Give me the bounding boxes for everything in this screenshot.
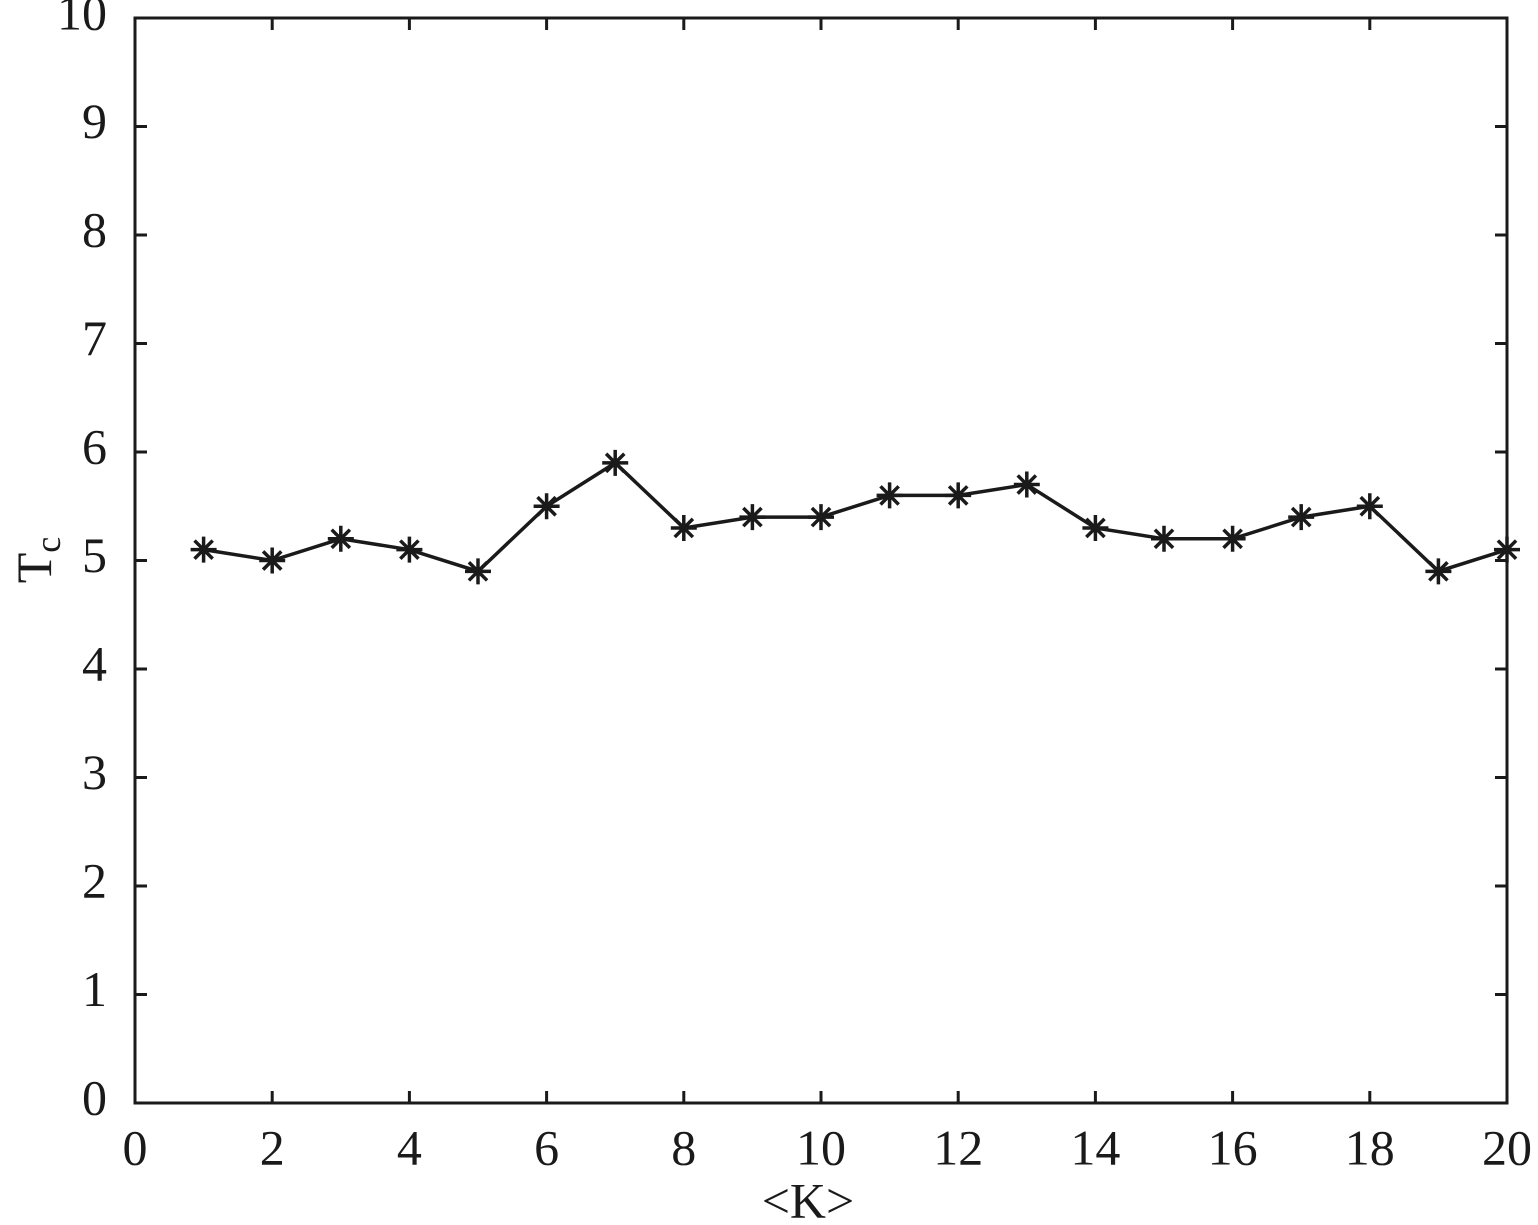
- y-tick-label: 2: [82, 852, 107, 908]
- asterisk-marker: [876, 482, 903, 509]
- y-tick-label: 10: [57, 0, 107, 40]
- asterisk-marker: [190, 536, 217, 563]
- asterisk-marker: [533, 493, 560, 520]
- x-tick-label: 14: [1070, 1119, 1120, 1175]
- y-tick-label: 1: [82, 961, 107, 1017]
- asterisk-marker: [945, 482, 972, 509]
- x-tick-label: 4: [397, 1119, 422, 1175]
- y-tick-label: 7: [82, 310, 107, 366]
- x-tick-label: 2: [260, 1119, 285, 1175]
- y-tick-label: 3: [82, 744, 107, 800]
- y-tick-label: 4: [82, 635, 107, 691]
- asterisk-marker: [1151, 525, 1177, 552]
- x-tick-label: 0: [123, 1119, 148, 1175]
- x-tick-label: 12: [933, 1119, 983, 1175]
- asterisk-marker: [396, 536, 423, 563]
- asterisk-marker: [602, 449, 629, 476]
- y-axis-label-main: T: [6, 553, 62, 584]
- y-tick-label: 8: [82, 201, 107, 257]
- asterisk-marker: [808, 504, 834, 531]
- y-tick-label: 6: [82, 418, 107, 474]
- asterisk-marker: [1425, 558, 1452, 585]
- asterisk-marker: [465, 558, 491, 585]
- asterisk-marker: [670, 514, 697, 541]
- x-axis-label: <K>: [762, 1172, 855, 1225]
- x-tick-label: 20: [1482, 1119, 1532, 1175]
- asterisk-marker: [259, 547, 286, 574]
- asterisk-marker: [1494, 536, 1520, 563]
- x-tick-label: 16: [1208, 1119, 1258, 1175]
- y-tick-label: 0: [82, 1069, 107, 1125]
- y-tick-label: 5: [82, 527, 107, 583]
- asterisk-marker: [739, 504, 766, 531]
- x-tick-label: 18: [1345, 1119, 1395, 1175]
- asterisk-marker: [1288, 504, 1315, 531]
- x-tick-label: 10: [796, 1119, 846, 1175]
- y-tick-label: 9: [82, 93, 107, 149]
- x-tick-label: 6: [534, 1119, 559, 1175]
- asterisk-marker: [1219, 525, 1246, 552]
- y-axis-label: Tc: [6, 537, 68, 584]
- plot-frame: [133, 16, 1509, 1105]
- x-tick-label: 8: [671, 1119, 696, 1175]
- asterisk-marker: [1013, 471, 1040, 498]
- data-line: [203, 460, 1508, 574]
- y-axis-label-sub: c: [28, 537, 68, 553]
- asterisk-marker: [1356, 493, 1383, 520]
- asterisk-marker: [1082, 514, 1109, 541]
- asterisk-marker: [327, 525, 354, 552]
